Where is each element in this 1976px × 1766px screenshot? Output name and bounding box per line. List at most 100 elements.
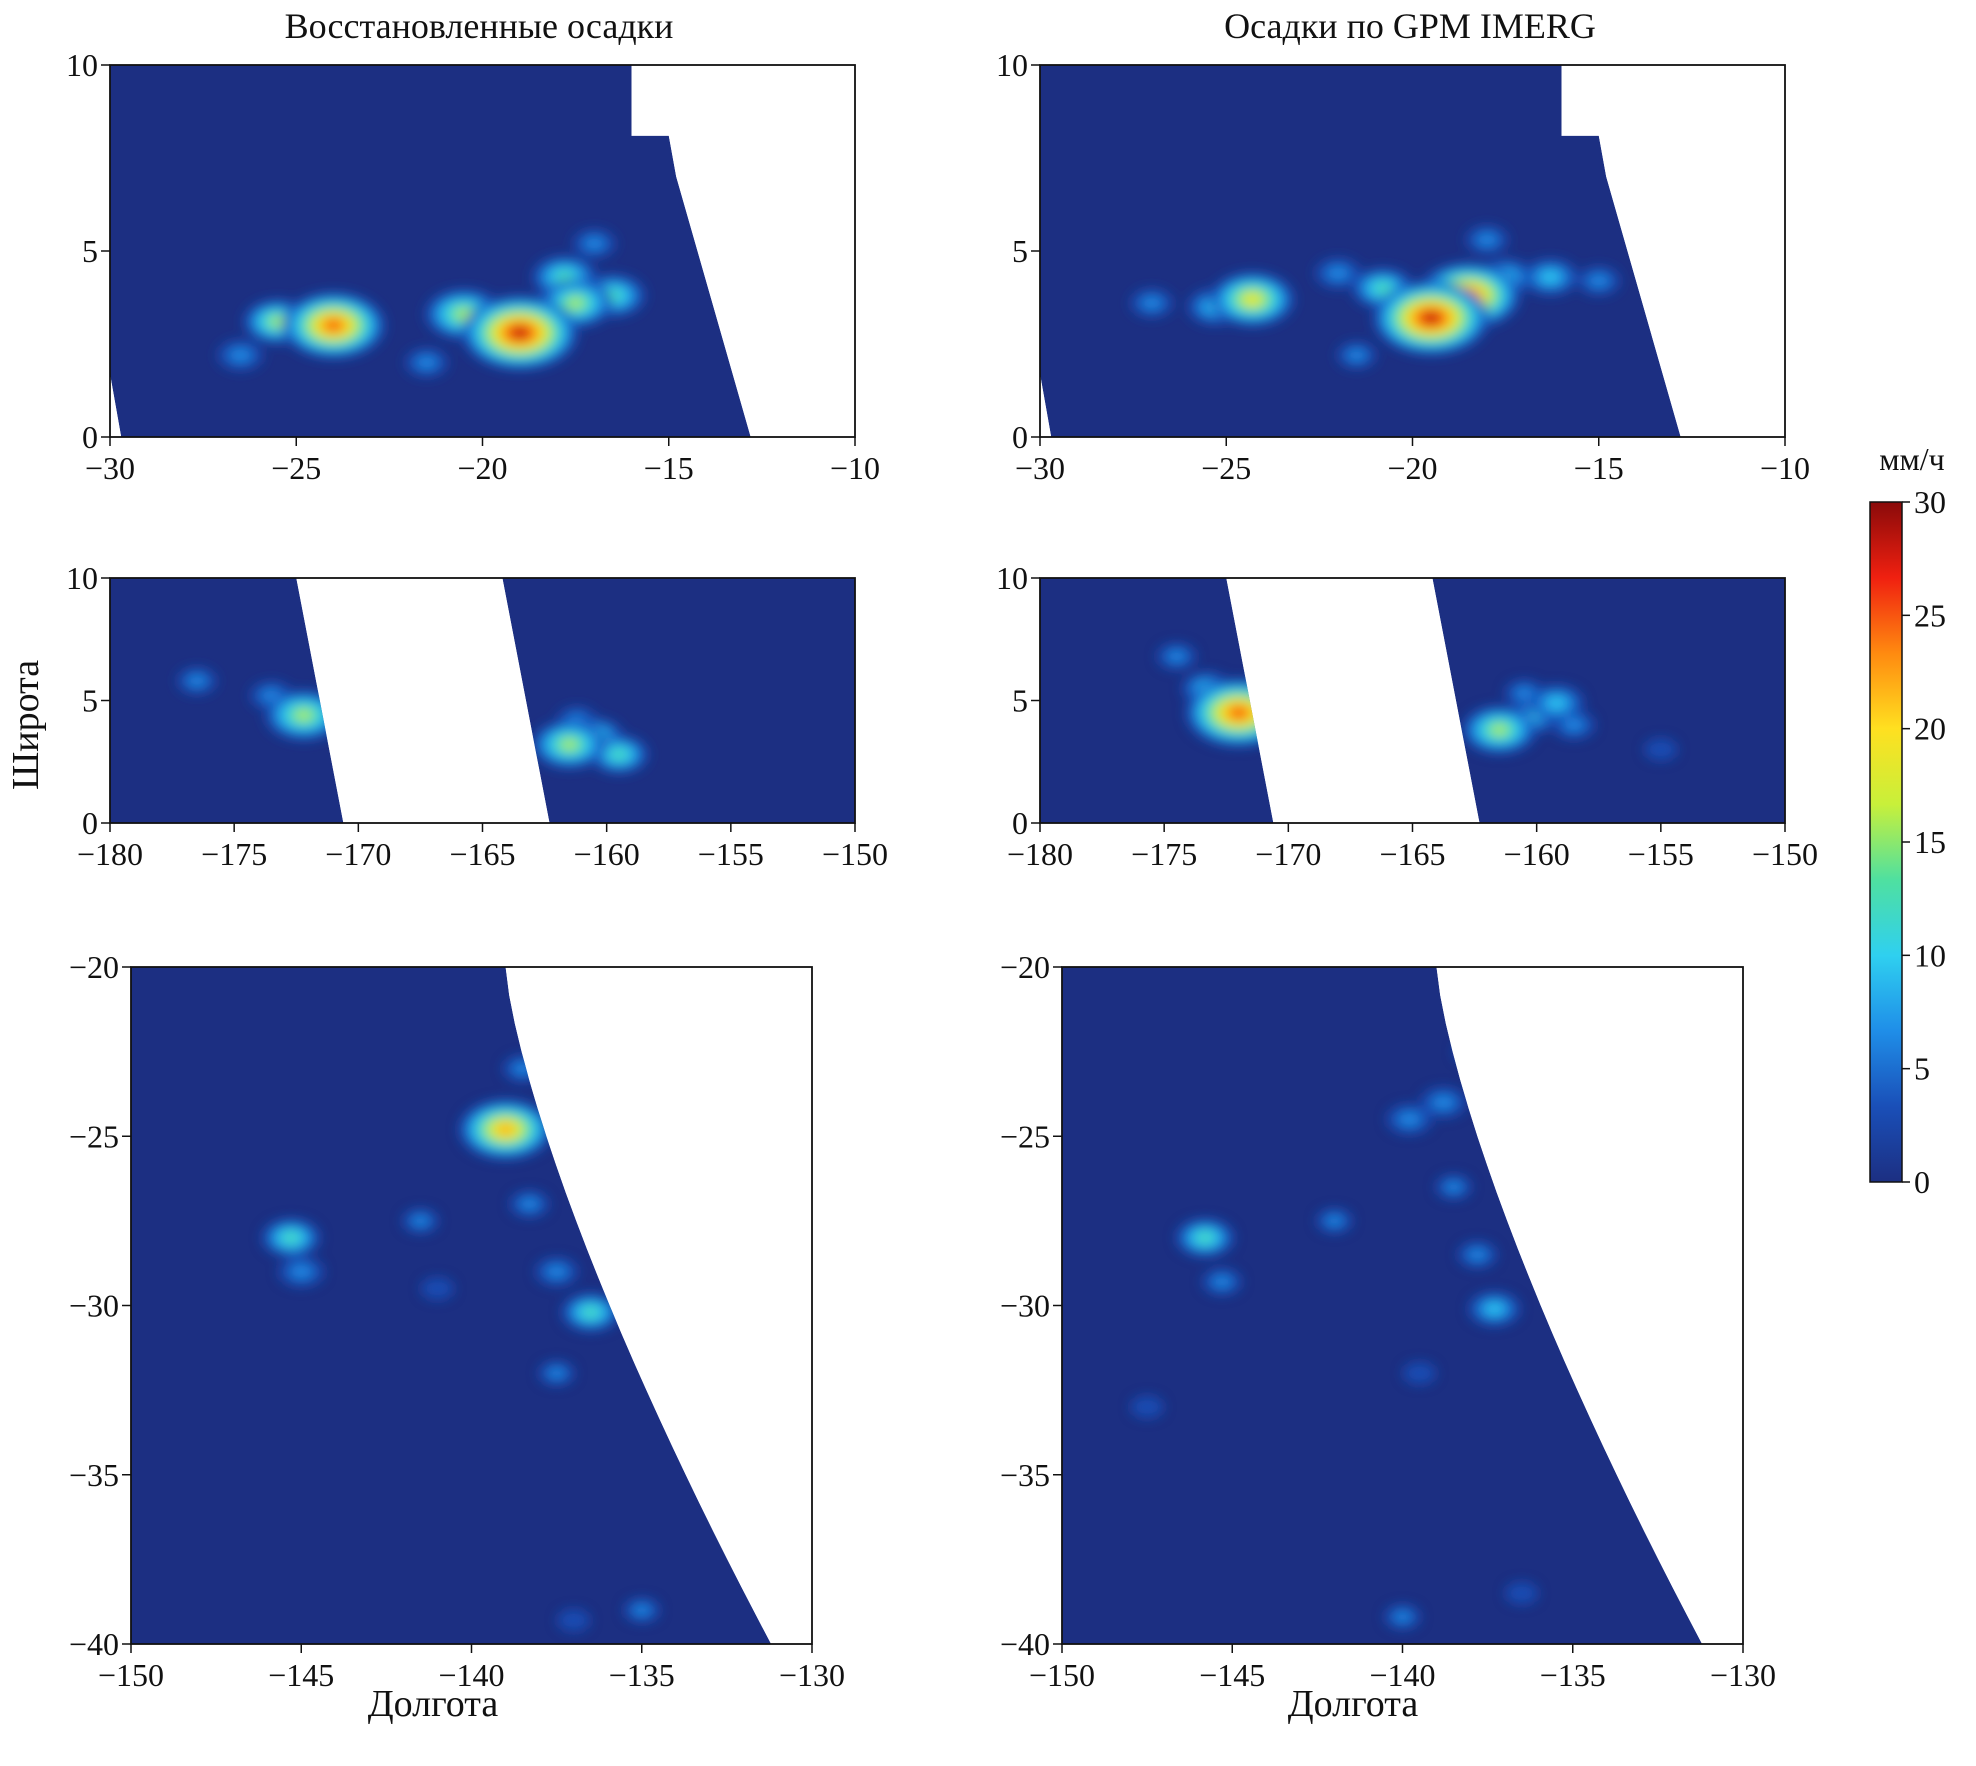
precip-blob <box>217 340 264 371</box>
precip-blob <box>1462 705 1537 754</box>
colorbar-tick-label: 25 <box>1914 597 1946 633</box>
xlabel-left: Долгота <box>368 1683 499 1725</box>
precip-blob <box>1337 342 1377 369</box>
x-tick-label: −135 <box>609 1657 675 1693</box>
y-tick-label: 0 <box>82 419 98 455</box>
precip-blob <box>261 1218 321 1257</box>
x-tick-label: −10 <box>1760 450 1810 486</box>
colorbar: мм/ч 0 5 10 15 20 25 30 <box>1869 441 1946 1200</box>
swath-region <box>1040 65 1681 437</box>
precip-blob <box>278 1256 325 1287</box>
x-tick-label: −140 <box>438 1657 504 1693</box>
precip-blob <box>461 295 578 370</box>
precip-blob <box>1435 1175 1472 1199</box>
y-tick-label: −20 <box>1000 949 1050 985</box>
precip-blob <box>1644 738 1678 761</box>
y-tick-label: 10 <box>66 560 98 596</box>
x-tick-label: −25 <box>271 450 321 486</box>
swath-region <box>1040 578 1274 823</box>
precip-blob <box>573 229 616 258</box>
precip-blob <box>1130 289 1174 318</box>
x-tick-label: −155 <box>1628 836 1694 872</box>
heatmap-field <box>131 967 772 1644</box>
precip-blob <box>1384 1604 1421 1629</box>
x-tick-label: −145 <box>268 1657 334 1693</box>
precip-blob <box>502 1055 543 1082</box>
precip-blob <box>405 348 448 377</box>
x-tick-label: −150 <box>822 836 888 872</box>
swath-region <box>110 578 344 823</box>
x-tick-label: −25 <box>1201 450 1251 486</box>
y-tick-label: −35 <box>69 1457 119 1493</box>
x-tick-label: −150 <box>1029 1657 1095 1693</box>
x-tick-label: −130 <box>779 1657 845 1693</box>
precip-blob <box>402 1208 439 1233</box>
swath-region <box>110 65 751 437</box>
precip-blob <box>1157 643 1197 670</box>
precip-blob <box>1202 1268 1242 1295</box>
x-tick-label: −150 <box>98 1657 164 1693</box>
precip-blob <box>281 292 386 359</box>
precip-blob <box>1420 1087 1467 1118</box>
x-tick-label: −145 <box>1199 1657 1265 1693</box>
colorbar-tick-label: 15 <box>1914 824 1946 860</box>
precip-blob <box>1522 259 1578 295</box>
swath-region <box>1062 967 1703 1644</box>
precip-blob <box>1505 1582 1539 1605</box>
y-tick-label: −40 <box>1000 1626 1050 1662</box>
colorbar-unit: мм/ч <box>1879 441 1944 477</box>
y-tick-label: −25 <box>69 1118 119 1154</box>
title-left: Восстановленные осадки <box>285 6 674 46</box>
y-tick-label: 10 <box>996 560 1028 596</box>
panel-row3-left: −150 −145 −140 −135 −130 −40 −35 −30 −25 −20 <box>69 949 845 1693</box>
x-tick-label: −15 <box>1574 450 1624 486</box>
precip-blob <box>1210 272 1295 327</box>
precip-blob <box>623 1598 660 1623</box>
x-tick-label: −15 <box>644 450 694 486</box>
x-tick-label: −160 <box>1504 836 1570 872</box>
x-tick-label: −160 <box>574 836 640 872</box>
xlabel-right: Долгота <box>1288 1683 1419 1725</box>
x-tick-label: −155 <box>698 836 764 872</box>
y-tick-label: 0 <box>1012 419 1028 455</box>
precip-blob <box>557 1609 591 1632</box>
precip-blob <box>535 1257 578 1286</box>
x-tick-label: −165 <box>449 836 515 872</box>
y-tick-label: −30 <box>69 1288 119 1324</box>
precip-blob <box>264 690 343 741</box>
y-tick-label: 0 <box>82 805 98 841</box>
precip-blob <box>1468 1291 1521 1326</box>
x-tick-label: −180 <box>77 836 143 872</box>
swath-region <box>131 967 772 1644</box>
precip-blob <box>421 1277 454 1300</box>
colorbar-tick-label: 0 <box>1914 1164 1930 1200</box>
precip-blob <box>1315 258 1361 289</box>
colorbar-ticks: 0 5 10 15 20 25 30 <box>1902 484 1946 1200</box>
panel-row1-left: −30 −25 −20 −15 −10 0 5 10 <box>66 47 880 486</box>
y-tick-label: −40 <box>69 1626 119 1662</box>
heatmap-field <box>1062 967 1703 1644</box>
y-tick-label: 5 <box>82 683 98 719</box>
heatmap-field <box>1040 65 1681 437</box>
x-tick-label: −170 <box>1255 836 1321 872</box>
precip-blob <box>1386 1104 1433 1135</box>
x-tick-label: −175 <box>201 836 267 872</box>
y-tick-label: 0 <box>1012 805 1028 841</box>
x-tick-label: −170 <box>325 836 391 872</box>
precip-blob <box>561 1293 620 1332</box>
colorbar-gradient <box>1869 501 1903 1183</box>
colorbar-tick-label: 20 <box>1914 711 1946 747</box>
swath-region <box>502 578 855 823</box>
precip-blob <box>1577 266 1621 295</box>
panel-row2-left: −180 −175 −170 −165 −160 −155 −150 0 5 10 <box>66 560 888 872</box>
heatmap-field <box>110 578 855 823</box>
precip-blob <box>177 667 217 694</box>
x-tick-label: −30 <box>1015 450 1065 486</box>
swath-region <box>1432 578 1785 823</box>
y-tick-label: −35 <box>1000 1457 1050 1493</box>
y-tick-label: −25 <box>1000 1118 1050 1154</box>
title-right: Осадки по GPM IMERG <box>1224 6 1596 46</box>
precip-blob <box>532 720 607 769</box>
precip-blob <box>458 1099 553 1160</box>
